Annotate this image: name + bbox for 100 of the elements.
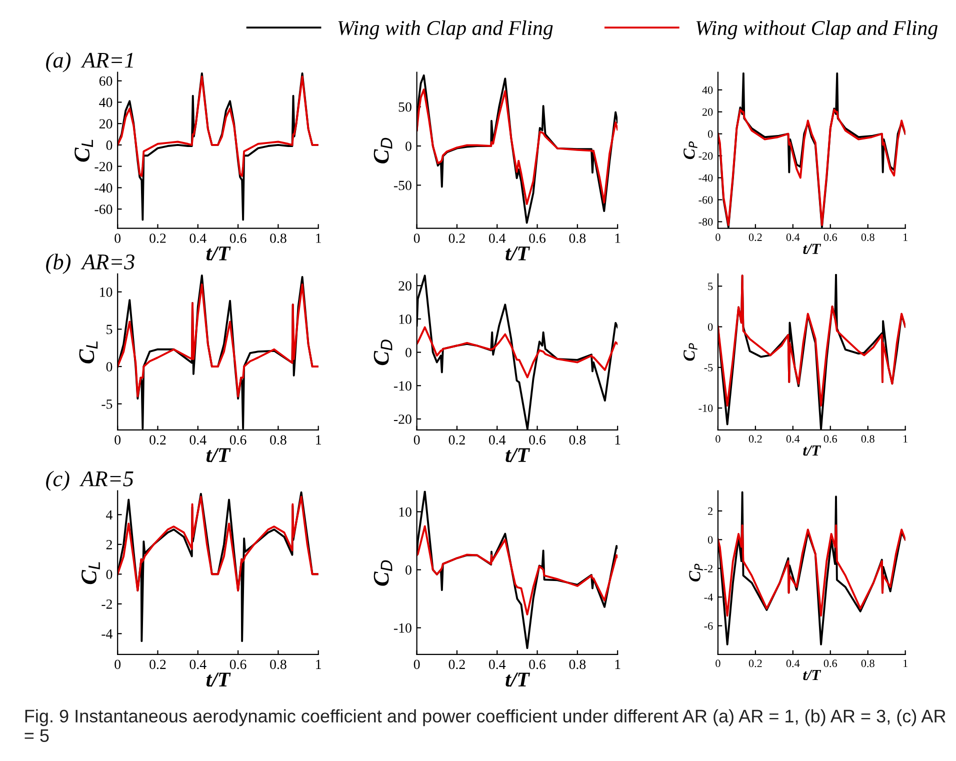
x-tick-label: 0.2 [150,660,166,670]
x-axis-title: t/T [803,670,822,680]
y-tick-label: -10 [394,623,412,633]
y-tick-label: 20 [99,119,112,129]
x-tick-label: 0.6 [529,660,546,670]
x-tick-label: 0.6 [824,233,837,242]
legend-label: Wing with Clap and Fling [338,20,553,40]
x-tick-label: 0 [414,234,420,243]
x-tick-label: 1 [316,660,321,669]
x-tick-label: 0.8 [569,234,586,243]
y-tick-label: -2 [704,564,712,572]
x-tick-label: 0.8 [861,233,874,242]
y-axis-title: C$_{P}$ [684,343,698,361]
chart-title: (b) AR=3 [46,254,134,274]
y-tick-label: 60 [99,76,112,86]
y-tick-label: -4 [102,629,113,638]
x-tick-label: 1 [904,234,908,241]
x-tick-label: 1 [615,660,620,669]
y-tick-label: -4 [704,594,713,601]
y-tick-label: -5 [704,364,713,372]
line-series [718,108,906,226]
x-tick-label: 1 [316,435,321,444]
line-series [416,74,618,224]
y-tick-label: -6 [704,622,713,630]
chart-title: (c) AR=5 [46,470,134,491]
x-tick-label: 0.8 [270,435,286,445]
x-tick-label: 0.4 [786,435,800,443]
y-tick-label: 2 [708,507,712,515]
y-tick-label: 0 [708,536,713,544]
y-tick-label: 40 [99,98,112,108]
x-axis-title: t/T [206,448,231,462]
y-axis-title: C$_{D}$ [374,560,392,586]
x-tick-label: 0.8 [569,660,586,670]
x-tick-label: 0 [716,233,720,241]
x-tick-label: 0 [716,435,720,443]
x-tick-label: 0.4 [488,234,506,243]
y-tick-label: -10 [698,404,713,412]
x-tick-label: 0 [114,660,121,670]
x-tick-label: 0.6 [824,660,837,668]
x-tick-label: 0.4 [190,660,206,670]
y-tick-label: 0 [708,323,713,331]
y-tick-label: 50 [398,102,412,112]
x-tick-label: 0.2 [150,234,166,243]
x-tick-label: 0.2 [748,233,762,242]
y-tick-label: 20 [702,108,713,116]
y-tick-label: 5 [708,282,713,290]
x-axis-title: t/T [803,445,822,456]
y-axis-title: C$_{D}$ [374,138,392,164]
legend-label: Wing without Clap and Fling [696,20,938,40]
x-tick-label: 0.4 [190,234,206,243]
x-tick-label: 0.2 [448,435,465,445]
y-tick-label: -5 [102,400,112,409]
x-axis-title: t/T [506,448,530,462]
x-tick-label: 0.4 [488,435,506,445]
line-series [416,88,618,205]
y-axis-title: C$_{D}$ [374,340,392,366]
y-tick-label: 0 [406,142,412,151]
line-series [416,274,618,430]
x-tick-label: 0.4 [786,233,800,242]
line-series [118,76,318,177]
y-tick-label: -10 [394,381,412,391]
line-series [118,496,318,592]
y-tick-label: 20 [398,281,412,291]
x-tick-label: 0.4 [786,660,800,668]
x-tick-label: 0.2 [150,435,166,445]
x-tick-label: 0.8 [270,660,286,670]
y-tick-label: 0 [106,140,112,150]
x-tick-label: 0.2 [748,660,762,668]
y-tick-label: -20 [698,152,713,160]
x-tick-label: 0.8 [270,234,286,243]
x-tick-label: 0.8 [569,435,586,445]
y-tick-label: 0 [106,570,112,580]
line-series [118,283,318,398]
y-tick-label: -40 [698,174,713,182]
x-tick-label: 1 [316,234,321,243]
line-series [416,525,618,616]
x-tick-label: 1 [615,234,620,243]
y-axis-title: C$_{P}$ [684,141,698,160]
x-tick-label: 0.4 [190,435,206,445]
y-tick-label: -60 [698,196,713,204]
x-tick-label: 0 [114,435,121,445]
y-tick-label: -50 [394,180,412,190]
caption: Fig. 9 Instantaneous aerodynamic coefficient and power coefficient under different AR (a) AR = 1, (b) AR = 3, (c) AR = 5 [24,709,946,742]
y-tick-label: 0 [406,348,412,358]
line-series [416,326,618,378]
y-tick-label: -20 [94,162,112,172]
x-tick-label: 0 [414,660,420,670]
x-axis-title: t/T [206,672,231,687]
x-axis-title: t/T [506,672,530,687]
x-tick-label: 0 [414,435,420,445]
x-tick-label: 0.6 [824,435,837,443]
y-tick-label: 2 [106,540,112,550]
x-tick-label: 0.8 [861,435,874,443]
y-tick-label: 0 [406,565,412,575]
x-tick-label: 0.6 [230,660,246,670]
y-tick-label: -2 [102,600,112,609]
x-tick-label: 0.6 [529,435,546,445]
y-tick-label: -60 [94,204,112,214]
chart-title: (a) AR=1 [46,52,133,72]
x-tick-label: 1 [615,435,620,444]
